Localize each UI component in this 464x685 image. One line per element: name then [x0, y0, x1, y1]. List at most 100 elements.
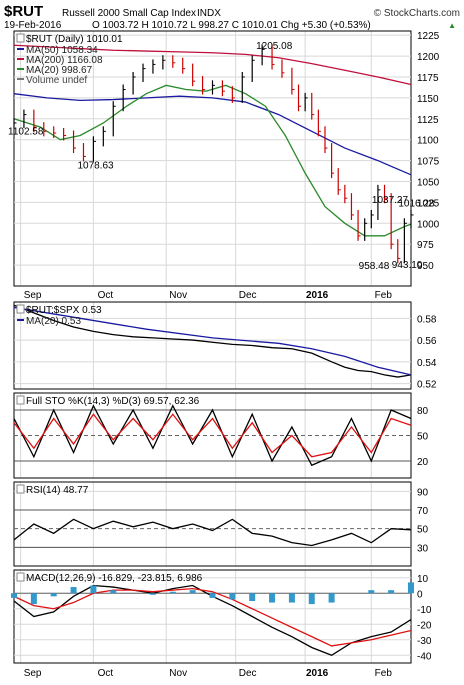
price-annotation: 943.10	[392, 260, 423, 271]
y-tick-label: 1175	[417, 73, 439, 84]
legend-entry: MA(200) 1166.08	[26, 55, 103, 66]
y-tick-label: 0	[417, 589, 423, 600]
macd-histogram-bar	[269, 593, 276, 603]
x-axis-label: Oct	[98, 668, 114, 679]
macd-histogram-bar	[408, 582, 414, 594]
y-tick-label: 80	[417, 406, 429, 417]
x-axis-label: 2016	[306, 668, 329, 679]
y-tick-label: 1025	[417, 198, 440, 209]
change-arrow: ▲	[448, 21, 456, 30]
y-tick-label: 1225	[417, 31, 440, 42]
y-tick-label: 0.52	[417, 380, 437, 391]
y-tick-label: 10	[417, 574, 429, 585]
macd-histogram-bar	[249, 593, 256, 601]
macd-histogram-bar	[70, 587, 77, 594]
exchange-label: INDX	[197, 8, 221, 19]
y-tick-label: 975	[417, 240, 434, 251]
y-tick-label: 90	[417, 487, 429, 498]
x-axis-label: Dec	[239, 290, 257, 301]
y-tick-label: -40	[417, 651, 432, 662]
y-tick-label: 0.54	[417, 358, 437, 369]
macd-histogram-bar	[90, 585, 97, 594]
y-tick-label: 50	[417, 525, 429, 536]
panel-legend-marker	[16, 572, 25, 582]
price-annotation: 1102.58	[8, 127, 44, 138]
panel-title: MACD(12,26,9) -16.829, -23.815, 6.986	[26, 573, 203, 584]
macd-histogram-bar	[209, 593, 216, 598]
macd-histogram-bar	[368, 590, 375, 594]
price-annotation: 958.48	[359, 261, 390, 272]
macd-histogram-bar	[288, 593, 295, 603]
panel-frame	[13, 301, 412, 390]
macd-histogram-bar	[189, 590, 196, 594]
y-tick-label: 1075	[417, 157, 440, 168]
y-tick-label: 30	[417, 543, 429, 554]
y-tick-label: 1050	[417, 177, 440, 188]
macd-histogram-bar	[308, 593, 315, 605]
y-tick-label: 1000	[417, 219, 440, 230]
y-tick-label: 950	[417, 261, 434, 272]
panel-legend-marker	[16, 304, 25, 314]
legend-entry: MA(20) 0.53	[26, 316, 81, 327]
macd-histogram-bar	[328, 593, 335, 603]
series-line-ma200	[13, 44, 412, 86]
macd-histogram-bar	[50, 593, 57, 597]
ohlc-readout: O 1003.72 H 1010.72 L 998.27 C 1010.01 C…	[92, 20, 371, 31]
symbol-title: $RUT	[4, 3, 43, 20]
macd-histogram-bar	[30, 593, 37, 605]
price-annotation: 1205.08	[256, 41, 293, 52]
y-tick-label: 50	[417, 432, 429, 443]
series-line-sto_d	[13, 413, 412, 458]
panel-title: Full STO %K(14,3) %D(3) 69.57, 62.36	[26, 396, 200, 407]
y-tick-label: 0.58	[417, 314, 437, 325]
header-date: 19-Feb-2016	[4, 20, 62, 31]
series-line-ratio	[13, 304, 412, 378]
watermark: © StockCharts.com	[374, 8, 460, 19]
panel-legend-marker	[16, 395, 25, 405]
panel-frame	[13, 481, 412, 567]
panel-title: $RUT (Daily) 1010.01	[26, 34, 123, 45]
price-annotation: 1016.28	[398, 199, 435, 210]
macd-histogram-bar	[110, 590, 117, 594]
x-axis-label: Sep	[24, 668, 42, 679]
y-tick-label: 1200	[417, 52, 440, 63]
macd-histogram-bar	[11, 593, 17, 598]
y-tick-label: 70	[417, 506, 429, 517]
y-tick-label: 1150	[417, 94, 439, 105]
price-annotation: 1037.27	[372, 195, 409, 206]
y-tick-label: 1100	[417, 136, 439, 147]
x-axis-label: Oct	[98, 290, 114, 301]
panel-title: $RUT:$SPX 0.53	[26, 305, 102, 316]
y-tick-label: 0.56	[417, 336, 437, 347]
legend-entry: MA(50) 1058.34	[26, 45, 98, 56]
macd-histogram-bar	[149, 593, 156, 595]
y-tick-label: 1125	[417, 115, 439, 126]
panel-frame	[13, 30, 412, 287]
panel-legend-marker	[16, 484, 25, 494]
x-axis-label: 2016	[306, 290, 329, 301]
macd-histogram-bar	[388, 590, 395, 594]
y-tick-label: -20	[417, 620, 432, 631]
x-axis-label: Feb	[375, 668, 393, 679]
legend-entry: MA(20) 998.67	[26, 65, 93, 76]
y-tick-label: -30	[417, 636, 432, 647]
x-axis-label: Feb	[375, 290, 393, 301]
macd-histogram-bar	[229, 593, 236, 600]
series-line-signal	[13, 587, 412, 647]
x-axis-label: Nov	[169, 668, 187, 679]
x-axis-label: Dec	[239, 668, 257, 679]
panel-frame	[13, 569, 412, 664]
index-name: Russell 2000 Small Cap Index	[62, 8, 196, 19]
panel-title: RSI(14) 48.77	[26, 485, 89, 496]
series-line-sto_k	[13, 404, 412, 467]
legend-entry: Volume undef	[26, 75, 87, 86]
y-tick-label: 20	[417, 457, 429, 468]
x-axis-label: Sep	[24, 290, 42, 301]
panel-legend-marker	[16, 33, 25, 43]
y-tick-label: -10	[417, 605, 432, 616]
macd-histogram-bar	[169, 591, 176, 594]
price-annotation: 1078.63	[77, 161, 114, 172]
series-line-ma50	[13, 93, 412, 176]
